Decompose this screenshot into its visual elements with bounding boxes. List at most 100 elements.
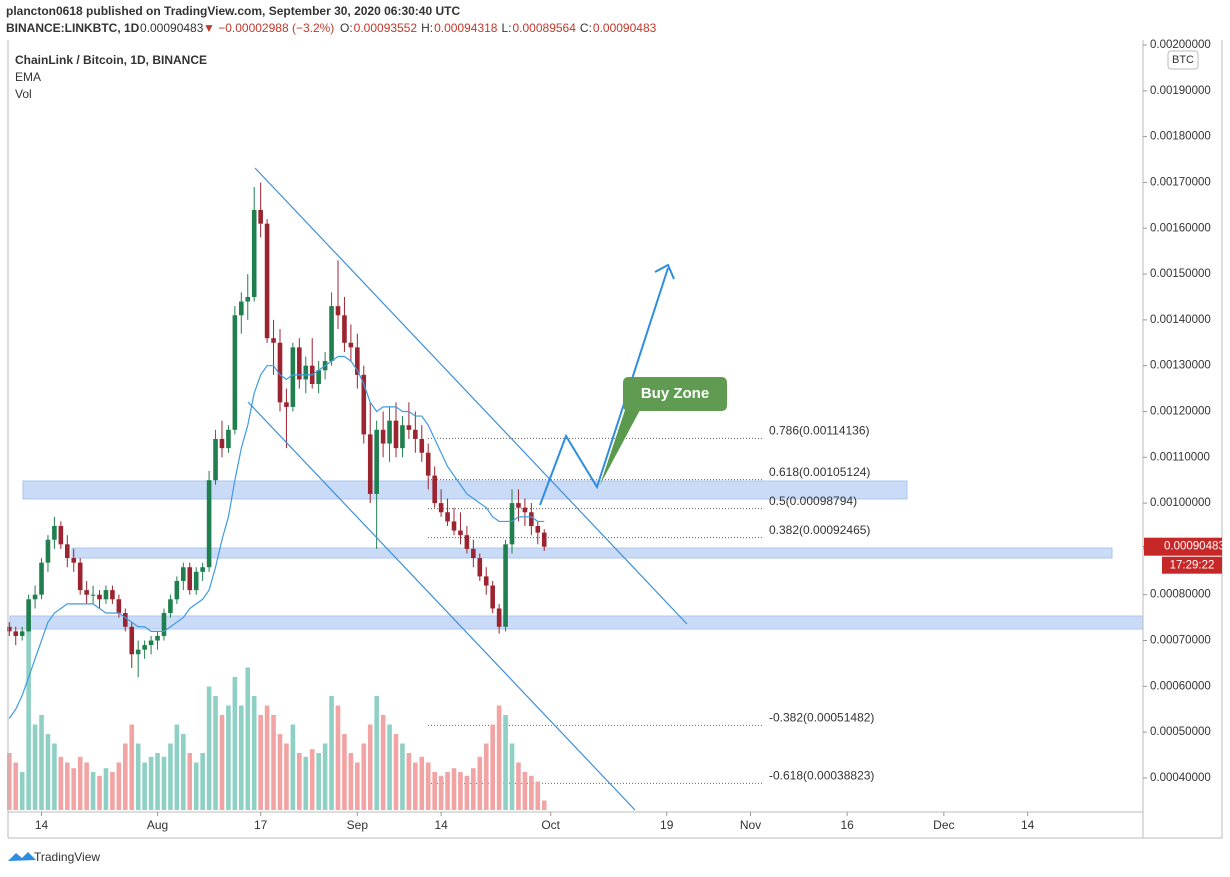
- volume-bar: [413, 762, 418, 810]
- candle-body: [103, 590, 109, 600]
- candle-body: [258, 209, 263, 224]
- candle-body: [110, 590, 115, 600]
- candle-body: [206, 480, 212, 568]
- candle-body: [483, 576, 489, 586]
- volume-bar: [322, 743, 328, 810]
- candle-body: [161, 613, 167, 636]
- volume-bar: [200, 753, 205, 810]
- currency: BTC: [1172, 54, 1194, 66]
- volume-bar: [161, 756, 167, 810]
- brand: TradingView: [34, 850, 100, 864]
- volume-bar: [97, 775, 102, 810]
- y-tick-label: 0.00150000: [1150, 268, 1211, 280]
- candle-body: [432, 475, 437, 504]
- candle-body: [6, 626, 12, 632]
- candle-body: [380, 429, 386, 444]
- volume-bar: [19, 772, 25, 810]
- volume-bar: [52, 743, 57, 810]
- volume-bar: [342, 734, 347, 810]
- candle-body: [355, 347, 360, 375]
- volume-bar: [419, 756, 425, 810]
- candle-body: [97, 594, 102, 600]
- volume-bar: [6, 753, 12, 810]
- volume-bar: [245, 667, 251, 810]
- candle-body: [374, 429, 379, 494]
- candle-body: [348, 342, 354, 348]
- volume-bar: [464, 775, 470, 810]
- price: 0.00090483: [140, 21, 204, 35]
- candle-body: [84, 590, 89, 595]
- ohlc-value: 0.00089564: [513, 21, 577, 35]
- volume-bar: [239, 705, 244, 810]
- candle-body: [290, 347, 296, 407]
- ohlc-value: 0.00094318: [434, 21, 498, 35]
- candle-body: [187, 567, 193, 591]
- candle-body: [509, 503, 515, 545]
- candle-body: [39, 562, 44, 595]
- volume-bar: [232, 677, 238, 810]
- volume-bar: [13, 762, 19, 810]
- volume-bar: [297, 753, 302, 810]
- volume-bar: [148, 756, 154, 810]
- volume-bar: [348, 753, 354, 810]
- annotation: Buy Zone: [641, 385, 709, 402]
- candle-body: [45, 539, 51, 563]
- volume-bar: [155, 753, 160, 810]
- x-tick-label: 16: [840, 818, 854, 832]
- candle-body: [181, 567, 186, 581]
- volume-bar: [284, 743, 289, 810]
- fib-label: 0.382(0.00092465): [769, 523, 870, 537]
- volume-bar: [380, 715, 386, 810]
- candle-body: [342, 315, 347, 343]
- y-tick-label: 0.00170000: [1150, 176, 1211, 188]
- callout-tail: [600, 410, 640, 485]
- indicator-label: Vol: [15, 87, 32, 101]
- candle-body: [316, 370, 321, 385]
- candle-body: [142, 645, 147, 650]
- volume-bar: [516, 762, 521, 810]
- candle-body: [219, 438, 225, 449]
- publisher: plancton0618 published on TradingView.co…: [6, 4, 460, 18]
- candle-body: [213, 438, 218, 481]
- candle-body: [123, 613, 128, 627]
- volume-bar: [213, 696, 218, 810]
- candle-body: [445, 512, 450, 522]
- currency-box: [1167, 50, 1199, 70]
- price-tag-label: 0.00090483: [1164, 541, 1225, 553]
- volume-bar: [45, 734, 51, 810]
- y-tick-label: 0.00050000: [1150, 726, 1211, 738]
- volume-bar: [219, 715, 225, 810]
- volume-bar: [387, 724, 392, 810]
- volume-bar: [496, 705, 502, 810]
- volume-bar: [71, 768, 77, 810]
- volume-bar: [529, 775, 534, 810]
- volume-bar: [522, 772, 528, 810]
- candle-body: [277, 342, 283, 403]
- volume-bar: [90, 772, 96, 810]
- fib-label: -0.382(0.00051482): [769, 711, 874, 725]
- volume-bar: [406, 753, 412, 810]
- candle-body: [451, 521, 457, 531]
- y-tick-label: 0.00100000: [1150, 497, 1211, 509]
- ohlc-value: 0.00090483: [593, 21, 657, 35]
- candle-body: [297, 347, 302, 380]
- x-tick-label: 19: [660, 818, 674, 832]
- callout: [623, 377, 727, 411]
- candle-body: [168, 599, 173, 614]
- volume-bar: [84, 762, 89, 810]
- candle-body: [271, 338, 276, 343]
- y-tick-label: 0.00140000: [1150, 314, 1211, 326]
- trend-line: [254, 167, 688, 625]
- y-tick-label: 0.00190000: [1150, 85, 1211, 97]
- volume-bar: [316, 753, 321, 810]
- volume-bar: [258, 715, 263, 810]
- arrow-head: [654, 263, 675, 280]
- ema-line: [8, 355, 545, 719]
- volume-bar: [193, 762, 199, 810]
- x-tick-label: Nov: [740, 818, 761, 832]
- x-tick-label: 14: [434, 818, 448, 832]
- volume-bar: [303, 756, 309, 810]
- x-tick-label: Aug: [147, 818, 168, 832]
